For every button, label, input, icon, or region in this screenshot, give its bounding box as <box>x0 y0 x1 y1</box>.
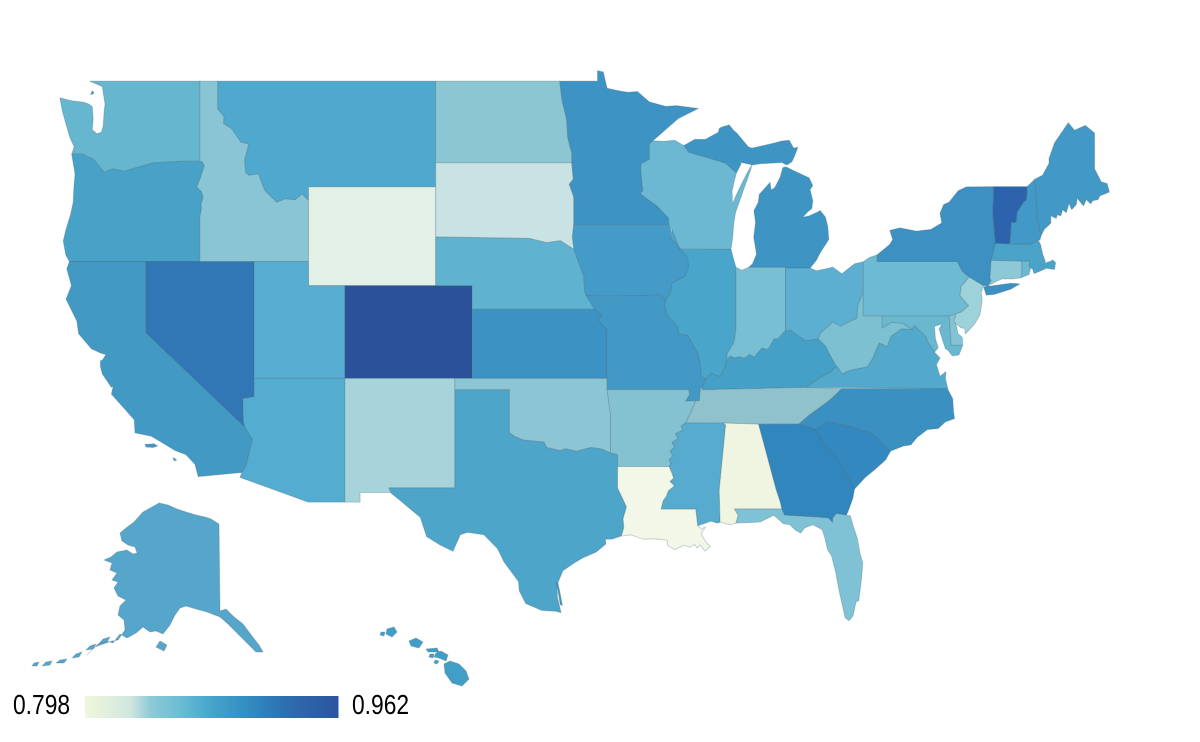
svg-text:0.798: 0.798 <box>13 690 70 721</box>
svg-text:0.962: 0.962 <box>352 690 409 721</box>
